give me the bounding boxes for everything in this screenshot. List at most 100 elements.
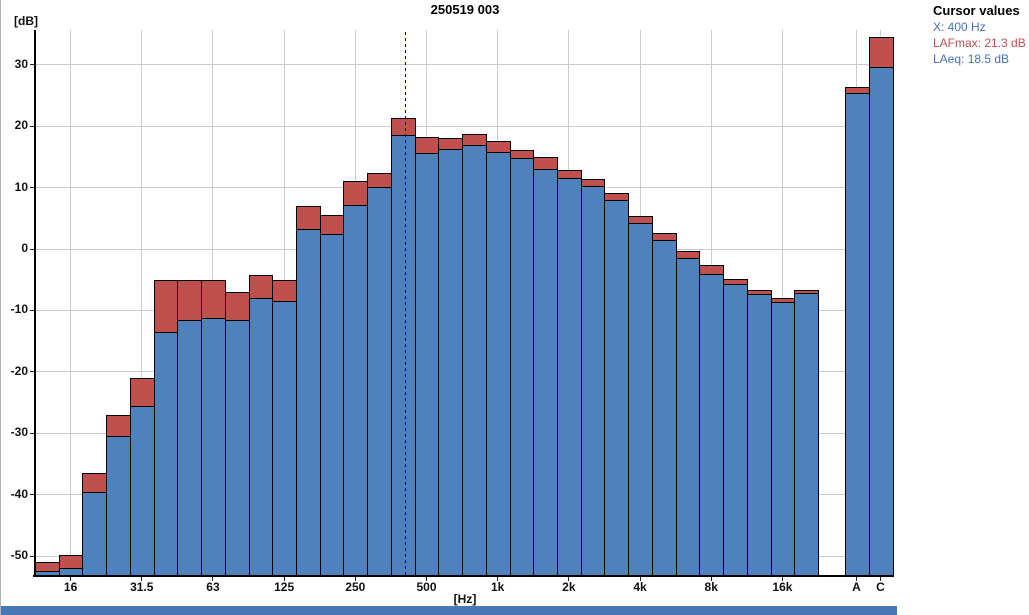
laeq-bar[interactable]	[723, 284, 748, 576]
frequency-bar-group-16k[interactable]	[771, 0, 795, 576]
y-axis-tick-label: -50	[10, 548, 28, 562]
x-axis-tick-label: 250	[345, 580, 366, 594]
v-gridline	[70, 30, 72, 575]
frequency-bar-group-100[interactable]	[249, 0, 273, 576]
chart-title: 250519 003	[430, 2, 500, 17]
laeq-bar[interactable]	[106, 436, 131, 576]
laeq-bar[interactable]	[699, 274, 724, 576]
frequency-bar-group-25[interactable]	[106, 0, 131, 576]
y-axis-tick-label: 0	[21, 241, 28, 255]
frequency-bar-group-4k[interactable]	[628, 0, 653, 576]
x-axis-tick	[141, 577, 143, 581]
frequency-bar-group-400[interactable]	[391, 0, 416, 576]
laeq-bar[interactable]	[296, 229, 321, 576]
x-axis-tick-label: 500	[416, 580, 437, 594]
y-axis-tick-label: 30	[14, 56, 28, 71]
frequency-bar-group-80[interactable]	[225, 0, 250, 576]
frequency-bar-group-6.3k[interactable]	[676, 0, 700, 576]
frequency-bar-group-1k[interactable]	[486, 0, 511, 576]
laeq-bar[interactable]	[343, 205, 368, 576]
laeq-bar[interactable]	[82, 492, 107, 576]
x-axis-tick-label: 63	[206, 580, 220, 594]
y-axis-tick-label: 10	[14, 179, 28, 194]
frequency-bar-group-500[interactable]	[415, 0, 439, 576]
laeq-bar[interactable]	[272, 301, 297, 576]
hz-unit-label: [Hz]	[453, 592, 477, 606]
laeq-bar[interactable]	[533, 169, 558, 576]
h-gridline	[35, 125, 894, 127]
h-gridline	[35, 64, 894, 66]
frequency-bar-group-250[interactable]	[343, 0, 368, 576]
frequency-bar-group-2.5k[interactable]	[581, 0, 605, 576]
frequency-bar-group-8k[interactable]	[699, 0, 724, 576]
y-axis-tick-label: -30	[10, 425, 28, 440]
laeq-bar[interactable]	[652, 240, 677, 576]
x-axis-tick	[568, 577, 570, 581]
laeq-bar[interactable]	[415, 153, 439, 576]
frequency-bar-group-A[interactable]	[845, 0, 870, 576]
laeq-bar[interactable]	[177, 320, 202, 576]
laeq-bar[interactable]	[154, 332, 178, 576]
y-axis-tick	[30, 432, 35, 434]
frequency-bar-group-C[interactable]	[869, 0, 894, 576]
laeq-bar[interactable]	[581, 186, 605, 576]
x-axis-tick-label: 4k	[633, 580, 647, 594]
laeq-bar[interactable]	[462, 145, 487, 576]
frequency-bar-group-31.5[interactable]	[130, 0, 155, 576]
x-axis-tick	[880, 577, 881, 581]
frequency-bar-group-20k[interactable]	[794, 0, 819, 576]
x-axis-tick-label: C	[876, 580, 885, 594]
x-axis-tick	[710, 577, 712, 581]
frequency-bar-group-630[interactable]	[438, 0, 463, 576]
frequency-bar-group-3.15k[interactable]	[604, 0, 629, 576]
frequency-bar-group-20[interactable]	[82, 0, 107, 576]
frequency-bar-group-800[interactable]	[462, 0, 487, 576]
x-axis-tick	[426, 577, 427, 581]
frequency-bar-group-160[interactable]	[296, 0, 321, 576]
bottom-strip	[0, 606, 897, 615]
laeq-bar[interactable]	[604, 200, 629, 576]
frequency-bar-group-63[interactable]	[201, 0, 226, 576]
db-unit-label: [dB]	[14, 14, 38, 28]
laeq-bar[interactable]	[201, 318, 226, 576]
laeq-bar[interactable]	[249, 298, 273, 576]
laeq-bar[interactable]	[320, 234, 344, 576]
laeq-bar[interactable]	[391, 135, 416, 576]
frequency-bar-group-10k[interactable]	[723, 0, 748, 576]
y-axis-tick-label: -10	[10, 302, 28, 317]
x-axis-tick	[781, 577, 783, 581]
y-axis-tick	[30, 125, 35, 127]
laeq-bar[interactable]	[486, 152, 511, 576]
frequency-bar-group-1.6k[interactable]	[533, 0, 558, 576]
laeq-bar[interactable]	[438, 149, 463, 576]
cursor-line[interactable]	[405, 32, 407, 575]
frequency-bar-group-50[interactable]	[177, 0, 202, 576]
laeq-bar[interactable]	[845, 93, 870, 576]
x-axis-tick	[283, 577, 285, 581]
frequency-bar-group-125[interactable]	[272, 0, 297, 576]
laeq-bar[interactable]	[130, 406, 155, 576]
laeq-bar[interactable]	[747, 294, 772, 576]
frequency-bar-group-315[interactable]	[367, 0, 392, 576]
laeq-bar[interactable]	[225, 320, 250, 576]
laeq-bar[interactable]	[676, 258, 700, 576]
frequency-bar-group-5k[interactable]	[652, 0, 677, 576]
laeq-bar[interactable]	[794, 293, 819, 576]
frequency-bar-group-12.5k[interactable]	[747, 0, 772, 576]
laeq-bar[interactable]	[628, 223, 653, 576]
x-axis-tick-label: 2k	[562, 580, 576, 594]
frequency-bar-group-12.5[interactable]	[35, 0, 60, 576]
laeq-bar[interactable]	[510, 158, 534, 576]
laeq-bar[interactable]	[771, 302, 795, 576]
y-axis-tick	[30, 371, 35, 373]
frequency-bar-group-16[interactable]	[59, 0, 83, 576]
laeq-bar[interactable]	[869, 67, 894, 576]
frequency-bar-group-40[interactable]	[154, 0, 178, 576]
frequency-bar-group-2k[interactable]	[557, 0, 582, 576]
frequency-bar-group-1.25k[interactable]	[510, 0, 534, 576]
frequency-bar-group-200[interactable]	[320, 0, 344, 576]
laeq-bar[interactable]	[367, 187, 392, 576]
v-gridline	[141, 30, 143, 575]
laeq-bar[interactable]	[557, 178, 582, 576]
x-axis-tick	[639, 577, 641, 581]
